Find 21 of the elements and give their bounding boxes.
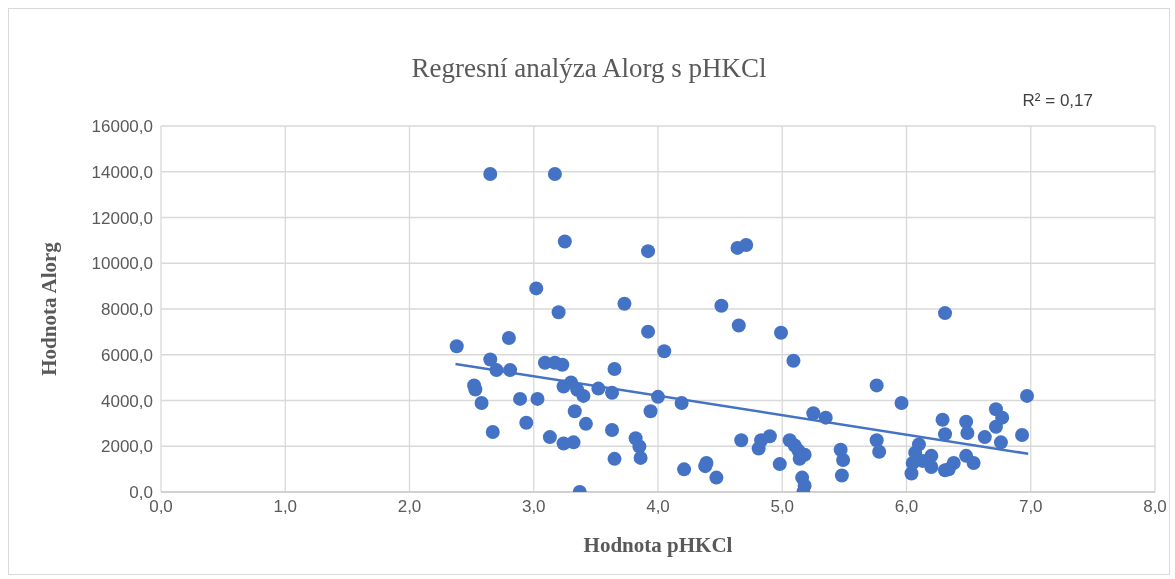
y-tick-label: 4000,0 — [101, 391, 153, 411]
y-tick-label: 2000,0 — [101, 437, 153, 457]
y-tick-label: 6000,0 — [101, 345, 153, 365]
x-tick-label: 4,0 — [646, 497, 670, 517]
x-tick-label: 2,0 — [397, 497, 422, 517]
y-tick-label: 12000,0 — [91, 208, 153, 228]
x-axis-title: Hodnota pHKCl — [583, 533, 733, 557]
y-axis-title: Hodnota Alorg — [37, 241, 62, 376]
x-tick-label: 6,0 — [894, 497, 919, 517]
x-tick-label: 7,0 — [1018, 497, 1043, 517]
x-tick-label: 0,0 — [149, 497, 173, 517]
x-tick-label: 3,0 — [521, 497, 546, 517]
y-tick-label: 16000,0 — [91, 117, 153, 137]
y-tick-label: 10000,0 — [91, 254, 153, 274]
x-tick-label: 1,0 — [273, 497, 298, 517]
chart-title: Regresní analýza Alorg s pHKCl — [410, 53, 768, 84]
y-tick-label: 14000,0 — [91, 162, 153, 182]
text: R² = 0,17 — [1022, 91, 1093, 111]
y-tick-label: 8000,0 — [101, 300, 153, 320]
x-tick-label: 8,0 — [1143, 497, 1167, 517]
x-tick-label: 5,0 — [770, 497, 795, 517]
